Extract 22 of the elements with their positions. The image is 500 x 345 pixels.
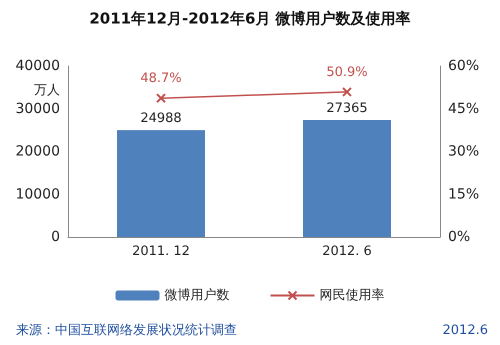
y2-tick-label: 0% xyxy=(448,229,470,245)
legend-label: 微博用户数 xyxy=(164,288,230,303)
data-label: 48.7% xyxy=(140,71,182,86)
y-tick-label: 30000 xyxy=(15,100,60,117)
y2-tick-label: 60% xyxy=(448,58,480,74)
y2-tick-label: 15% xyxy=(448,186,480,202)
y-tick-label: 40000 xyxy=(15,58,60,74)
source-note: 来源：中国互联网络发展状况统计调查 xyxy=(16,323,237,338)
x-tick-label: 2012. 6 xyxy=(322,244,372,259)
y2-tick-label: 45% xyxy=(448,100,480,117)
y-axis-title: 万人 xyxy=(34,83,60,98)
y-tick-label: 0 xyxy=(51,229,60,245)
legend-label: 网民使用率 xyxy=(320,287,384,303)
data-label: 24988 xyxy=(140,111,182,126)
text: 2012.6 xyxy=(442,323,488,338)
y2-tick-label: 30% xyxy=(448,144,480,160)
data-label: 27365 xyxy=(326,101,368,116)
y-tick-label: 20000 xyxy=(15,144,60,160)
data-label: 50.9% xyxy=(326,64,368,80)
x-tick-label: 2011. 12 xyxy=(132,244,190,259)
y-tick-label: 10000 xyxy=(15,186,60,202)
chart-title: 2011年12月-2012年6月 微博用户数及使用率 xyxy=(89,10,411,28)
